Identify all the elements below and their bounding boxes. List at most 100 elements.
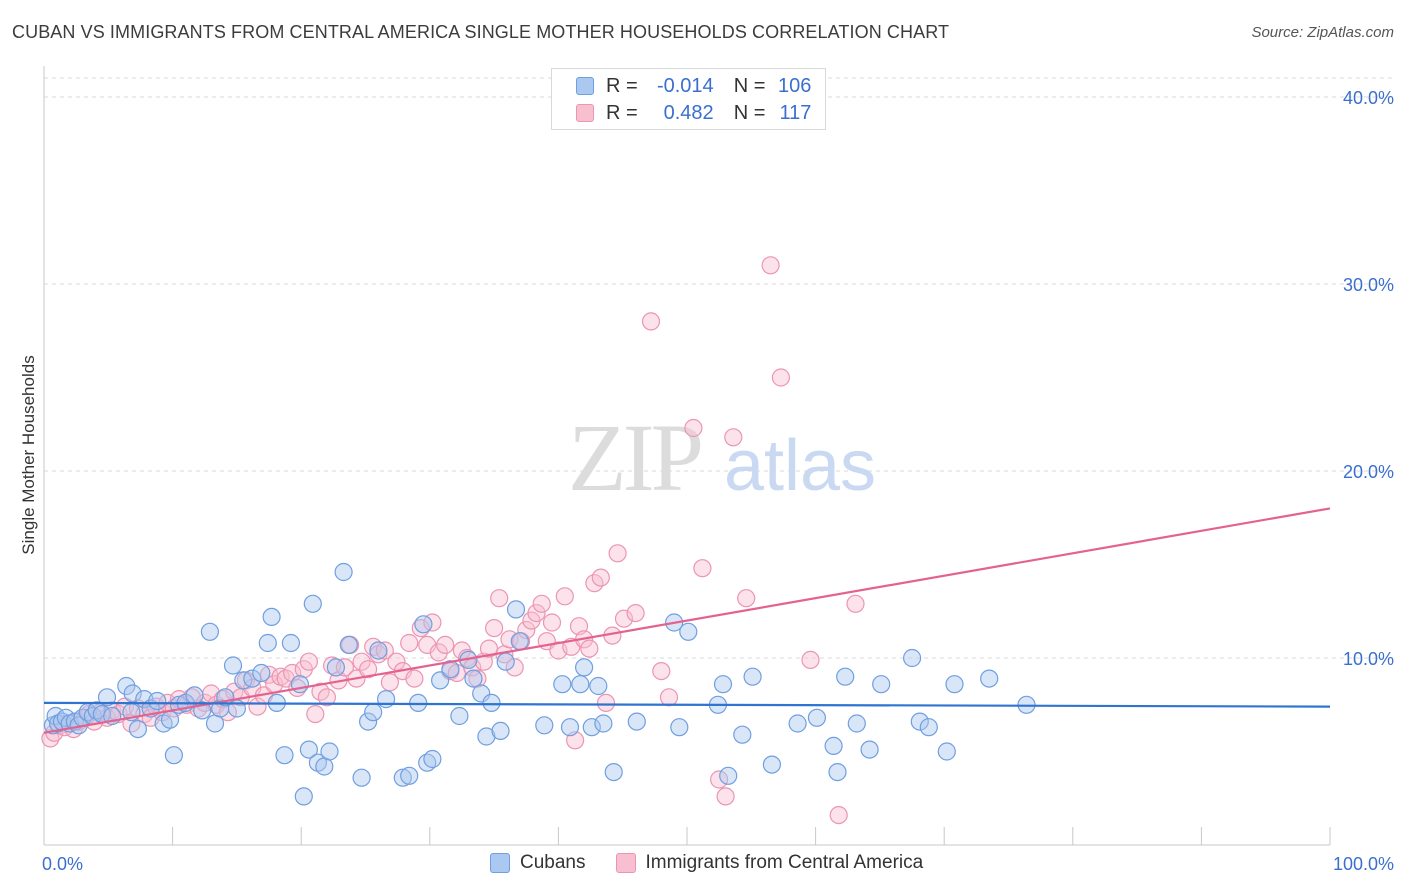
r-value: -0.014 [656,74,714,97]
point-cubans [320,742,339,761]
legend-swatch-cubans [490,853,510,873]
y-tick-label: 20.0% [1343,462,1394,482]
point-immigrants [555,587,574,606]
point-immigrants [761,256,780,275]
n-label: N = [733,74,766,97]
point-cubans [262,607,281,627]
legend-label-cubans: Cubans [520,852,586,873]
point-cubans [252,663,271,683]
point-cubans [148,691,167,711]
legend-swatch-immigrants [576,104,594,122]
point-cubans [334,562,353,582]
point-immigrants [423,613,442,632]
point-cubans [919,718,938,737]
point-immigrants [614,609,634,628]
point-cubans [937,742,956,761]
point-immigrants [505,658,524,677]
point-cubans [464,669,483,688]
legend-swatch-cubans [576,77,594,95]
x-tick-label: 0.0% [42,854,83,874]
point-cubans [299,740,318,759]
point-cubans [788,714,807,733]
point-immigrants [485,618,504,638]
y-axis-label: Single Mother Households [19,355,38,555]
legend-row-immigrants: R = 0.482 N = 117 [576,100,811,126]
point-immigrants [400,633,419,653]
axes [43,66,1331,846]
point-cubans [491,721,510,741]
point-immigrants [771,368,791,387]
point-cubans [258,633,277,653]
y-tick-label: 10.0% [1343,649,1394,669]
point-cubans [828,762,847,782]
point-immigrants [596,693,616,713]
chart-title: CUBAN VS IMMIGRANTS FROM CENTRAL AMERICA… [12,22,950,42]
point-immigrants [490,589,509,608]
point-cubans [571,675,590,694]
point-immigrants [716,787,735,806]
point-cubans [980,669,999,688]
point-cubans [223,656,243,675]
legend-item-cubans: Cubans [490,852,586,874]
point-cubans [589,676,608,696]
point-immigrants [532,594,551,613]
series-cubans-points [43,562,1036,806]
point-immigrants [468,669,487,688]
point-cubans [441,660,460,679]
point-cubans [872,675,891,694]
point-cubans [185,686,204,705]
point-cubans [393,768,412,787]
point-cubans [743,667,762,686]
point-cubans [431,671,450,690]
correlation-legend: R = -0.014 N = 106 R = 0.482 N = 117 [551,68,826,130]
point-cubans [719,766,738,785]
point-immigrants [641,312,661,331]
point-immigrants [405,669,424,688]
point-cubans [364,703,383,722]
point-cubans [275,746,294,765]
r-value: 0.482 [663,101,714,124]
point-immigrants [375,641,394,660]
point-immigrants [436,635,455,655]
point-cubans [200,622,219,641]
point-cubans [535,716,554,735]
point-cubans [604,762,623,782]
point-cubans [506,600,526,619]
point-immigrants [299,652,318,671]
watermark-zip: ZIP [568,404,701,511]
point-cubans [164,746,183,765]
point-immigrants [608,544,627,563]
legend-item-immigrants: Immigrants from Central America [615,852,923,874]
point-cubans [400,766,419,785]
point-immigrants [693,559,712,578]
point-cubans [377,689,396,709]
point-cubans [679,622,698,641]
point-cubans [128,719,147,739]
point-immigrants [352,652,371,671]
point-immigrants [317,688,336,707]
point-cubans [352,768,371,787]
trend-lines [43,507,1331,734]
trend-line-cubans [43,701,1331,708]
point-cubans [594,714,613,733]
point-cubans [824,736,843,756]
point-cubans [627,712,646,731]
point-cubans [860,740,879,759]
point-cubans [97,688,117,707]
point-cubans [243,669,262,688]
point-cubans [713,675,733,694]
point-immigrants [724,428,743,447]
point-cubans [339,635,358,655]
point-immigrants [580,639,599,658]
point-cubans [807,708,827,727]
point-immigrants [380,673,399,692]
point-cubans [281,633,300,653]
y-tick-label: 40.0% [1343,88,1394,108]
point-immigrants [542,613,562,632]
point-immigrants [591,568,610,587]
tick-labels: 10.0% 20.0% 30.0% 40.0% 0.0% 100.0% [42,88,1394,874]
point-cubans [510,632,529,651]
point-immigrants [626,603,645,623]
n-label: N = [733,101,766,124]
